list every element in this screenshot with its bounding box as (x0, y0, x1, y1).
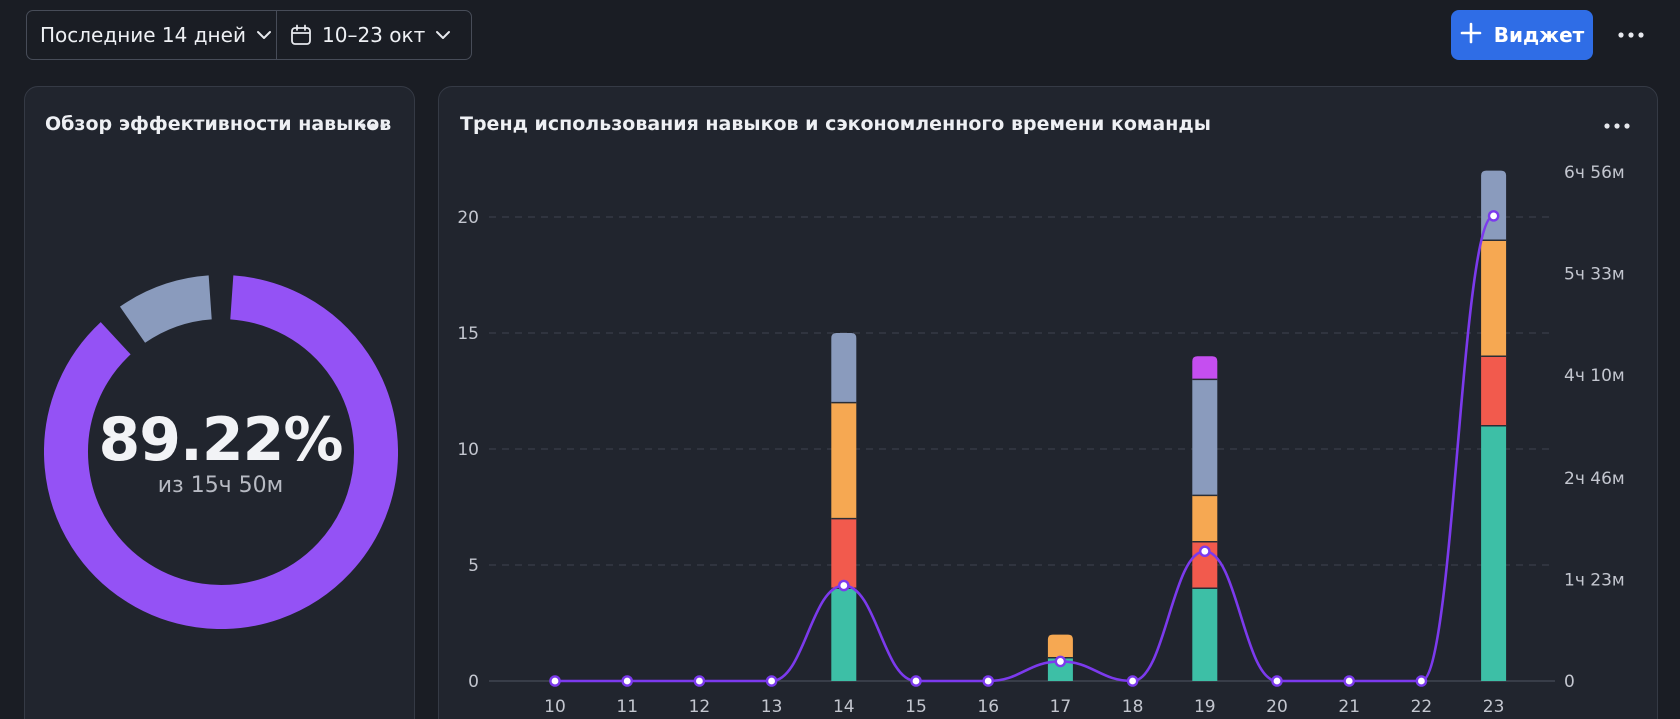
y-right-tick: 4ч 10м (1564, 366, 1625, 386)
x-tick: 12 (689, 697, 711, 717)
x-tick: 19 (1194, 697, 1216, 717)
bar-segment (1481, 240, 1507, 357)
plus-icon (1460, 22, 1482, 49)
line-point (1271, 675, 1283, 687)
y-right-tick: 2ч 46м (1564, 469, 1625, 489)
x-tick: 22 (1411, 697, 1433, 717)
line-point (982, 675, 995, 687)
y-left-tick: 0 (468, 672, 479, 692)
x-tick: 23 (1483, 697, 1505, 717)
more-horizontal-icon[interactable] (355, 113, 391, 139)
x-tick: 14 (833, 697, 855, 717)
bar-segment (1481, 425, 1507, 681)
bar-segment (831, 333, 857, 403)
donut-percent: 89.22% (98, 405, 344, 475)
trend-title: Тренд использования навыков и сэкономлен… (460, 113, 1211, 135)
y-right-tick: 0 (1564, 672, 1575, 692)
bar-segment (1481, 356, 1507, 426)
line-point (1343, 675, 1356, 687)
line-point (910, 675, 922, 687)
bar-segment (1192, 379, 1218, 496)
x-tick: 11 (616, 697, 638, 717)
bar-segment (1047, 634, 1073, 658)
line-point (549, 675, 561, 687)
trend-card: Тренд использования навыков и сэкономлен… (438, 86, 1658, 719)
line-point (1487, 210, 1500, 222)
calendar-icon (290, 24, 312, 46)
trend-line (555, 214, 1495, 683)
bar-segment (1047, 657, 1073, 681)
line-point (1415, 675, 1428, 687)
more-horizontal-icon[interactable] (1599, 113, 1635, 139)
bar-segment (1192, 495, 1218, 542)
line-point (621, 675, 633, 687)
x-tick: 16 (977, 697, 999, 717)
y-left-tick: 20 (457, 208, 479, 228)
line-point (837, 579, 850, 592)
donut-chart (44, 275, 398, 629)
y-right-tick: 1ч 23м (1564, 570, 1625, 590)
y-right-tick: 6ч 56м (1564, 163, 1625, 183)
date-range-picker[interactable]: 10–23 окт (277, 11, 471, 59)
y-left-tick: 10 (457, 440, 479, 460)
chevron-down-icon (435, 30, 451, 40)
y-left-tick: 15 (457, 324, 479, 344)
donut-caption: из 15ч 50м (157, 473, 284, 498)
x-tick: 10 (544, 697, 566, 717)
performance-title: Обзор эффективности навыков (45, 113, 392, 135)
line-point (1054, 655, 1067, 668)
y-right-tick: 5ч 33м (1564, 264, 1625, 284)
bar-segment (1192, 356, 1218, 380)
bar-segment (831, 518, 857, 589)
x-tick: 21 (1338, 697, 1360, 717)
bar-segment (1192, 588, 1218, 681)
date-range-label: 10–23 окт (322, 23, 426, 47)
line-point (1199, 545, 1211, 558)
more-horizontal-icon[interactable] (1613, 20, 1649, 50)
y-left-tick: 5 (468, 556, 479, 576)
donut-segment-remaining (119, 275, 213, 344)
x-tick: 17 (1050, 697, 1072, 717)
donut-segment-used (44, 275, 398, 629)
performance-card: Обзор эффективности навыков 89.22% из 15… (24, 86, 415, 719)
add-widget-label: Виджет (1493, 23, 1585, 47)
toolbar: Последние 14 дней 10–23 окт Виджет (0, 0, 1680, 72)
x-tick: 13 (761, 697, 783, 717)
trend-chart: 0 5 10 15 20 0 1ч 23м 2ч 46м 4ч 10м 5ч 33м 6ч 56м 1… (457, 163, 1625, 717)
date-filter-group: Последние 14 дней 10–23 окт (26, 10, 472, 60)
x-tick: 15 (905, 697, 927, 717)
x-tick: 18 (1122, 697, 1144, 717)
bar-segment (831, 402, 857, 519)
line-point (765, 675, 778, 687)
range-label: Последние 14 дней (40, 23, 246, 47)
line-point (693, 675, 706, 687)
x-tick: 20 (1266, 697, 1288, 717)
range-dropdown[interactable]: Последние 14 дней (27, 11, 277, 59)
line-point (1126, 675, 1139, 687)
bar-segment (831, 588, 857, 681)
chevron-down-icon (256, 30, 272, 40)
add-widget-button[interactable]: Виджет (1451, 10, 1593, 60)
